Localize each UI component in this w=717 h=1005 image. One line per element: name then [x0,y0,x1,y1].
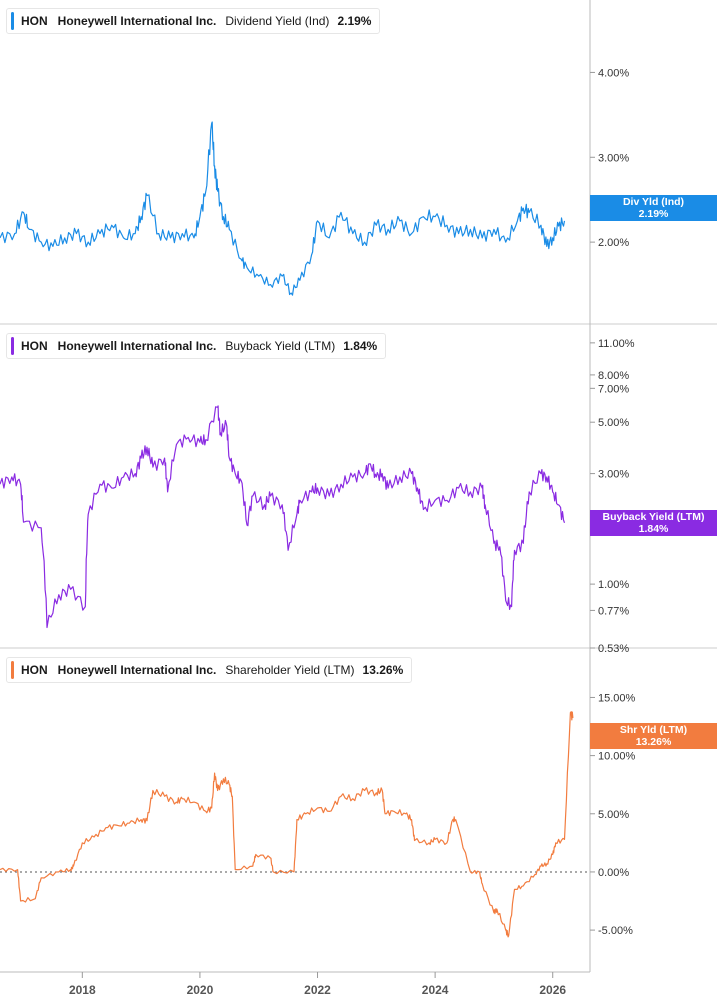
badge-dividend-yield: Div Yld (Ind) 2.19% [590,195,717,221]
legend-buyback-yield: HON Honeywell International Inc. Buyback… [6,333,387,359]
legend-metric: Dividend Yield (Ind) [225,14,330,28]
y-tick-label: 10.00% [598,751,636,763]
y-tick-label: 5.00% [598,417,629,429]
x-tick-label: 2026 [539,983,566,997]
y-tick-label: 11.00% [598,338,635,350]
y-tick-label: 8.00% [598,370,629,382]
badge-label: Shr Yld (LTM) [619,724,688,736]
legend-ticker: HON [21,14,48,28]
series-line-buyback-yield [0,405,566,629]
x-tick-label: 2024 [422,983,449,997]
legend-company: Honeywell International Inc. [57,14,217,28]
y-tick-label: 0.00% [598,867,629,879]
badge-value: 2.19% [638,208,669,220]
y-tick-label: -5.00% [598,925,633,937]
y-tick-label: 3.00% [598,469,629,481]
y-tick-label: 3.00% [598,152,629,164]
badge-label: Buyback Yield (LTM) [602,511,705,523]
legend-company: Honeywell International Inc. [57,339,217,353]
legend-swatch-dividend [11,12,14,30]
legend-swatch-shareholder [11,661,14,679]
y-tick-label: 0.77% [598,605,629,617]
legend-shareholder-yield: HON Honeywell International Inc. Shareho… [6,657,413,683]
badge-value: 1.84% [638,523,669,535]
legend-company: Honeywell International Inc. [57,663,217,677]
series-line-dividend-yield [0,121,566,296]
legend-ticker: HON [21,339,48,353]
y-tick-label: 5.00% [598,809,629,821]
legend-dividend-yield: HON Honeywell International Inc. Dividen… [6,8,381,34]
badge-buyback-yield: Buyback Yield (LTM) 1.84% [590,510,717,536]
legend-swatch-buyback [11,337,14,355]
y-tick-label: 2.00% [598,237,629,249]
x-tick-label: 2020 [187,983,214,997]
badge-label: Div Yld (Ind) [622,196,685,208]
legend-value: 1.84% [343,339,378,353]
y-tick-label: 0.53% [598,643,629,655]
legend-ticker: HON [21,663,48,677]
legend-metric: Buyback Yield (LTM) [225,339,336,353]
y-tick-label: 7.00% [598,383,629,395]
badge-shareholder-yield: Shr Yld (LTM) 13.26% [590,723,717,749]
legend-value: 13.26% [362,663,404,677]
legend-metric: Shareholder Yield (LTM) [225,663,355,677]
y-tick-label: 15.00% [598,692,636,704]
x-tick-label: 2022 [304,983,331,997]
x-tick-label: 2018 [69,983,96,997]
series-line-shareholder-yield [0,711,574,938]
y-tick-label: 1.00% [598,579,629,591]
badge-value: 13.26% [635,736,672,748]
legend-value: 2.19% [337,14,372,28]
y-tick-label: 4.00% [598,67,629,79]
